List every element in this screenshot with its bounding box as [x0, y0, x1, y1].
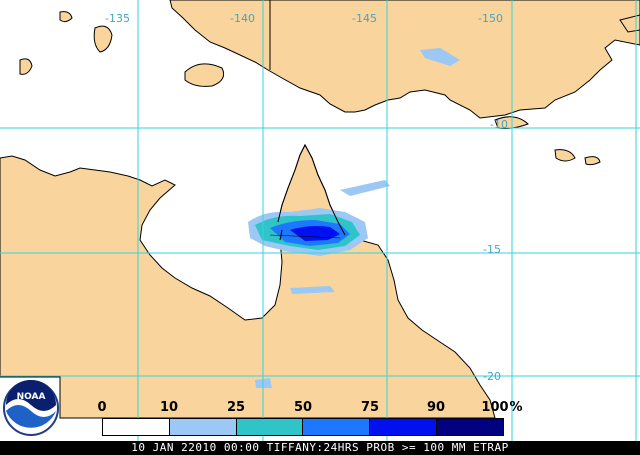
- island-small-1: [93, 25, 113, 53]
- legend-tick-50: 50: [293, 400, 313, 415]
- island-small-2: [19, 58, 33, 75]
- gulf-border: [269, 234, 341, 239]
- island-ne-3: [584, 156, 601, 166]
- lon-label-140: -140: [230, 12, 255, 25]
- noaa-logo-text: NOAA: [17, 392, 46, 402]
- legend-tick-0: 0: [97, 400, 107, 415]
- lat-label-10: -10: [490, 118, 508, 131]
- legend-tick-25: 25: [226, 400, 246, 415]
- lat-label-20: -20: [483, 370, 501, 383]
- new-guinea-land: [169, 0, 640, 119]
- legend-swatch-2: [235, 419, 303, 435]
- noaa-logo-icon: NOAA: [3, 380, 59, 436]
- legend-tick-100: 100: [481, 400, 509, 415]
- legend-color-bar: [102, 418, 504, 436]
- legend-swatch-3: [302, 419, 370, 435]
- legend-swatch-4: [369, 419, 437, 435]
- lon-label-150: -150: [478, 12, 503, 25]
- legend-swatch-0: [103, 419, 169, 435]
- lon-label-135: -135: [105, 12, 130, 25]
- prob-10-blob-ng: [420, 48, 460, 66]
- cape-york-coast: [277, 143, 346, 236]
- legend-tick-10: 10: [159, 400, 179, 415]
- island-ne-1: [619, 14, 640, 33]
- legend-tick-90: 90: [426, 400, 446, 415]
- state-border: [279, 229, 283, 241]
- legend-swatch-5: [436, 419, 503, 435]
- prob-10-blob-south: [290, 286, 335, 294]
- lon-label-145: -145: [352, 12, 377, 25]
- legend-swatch-1: [168, 419, 236, 435]
- lat-label-15: -15: [483, 243, 501, 256]
- map-caption: 10 JAN 22010 00:00 TIFFANY:24HRS PROB >=…: [0, 441, 640, 455]
- prob-10-streak: [340, 180, 390, 196]
- graticule: [0, 0, 640, 441]
- island-west: [184, 63, 225, 87]
- legend-tick-75: 75: [360, 400, 380, 415]
- legend-unit: %: [509, 400, 523, 415]
- island-small-3: [59, 11, 73, 23]
- island-ne-2: [554, 149, 576, 162]
